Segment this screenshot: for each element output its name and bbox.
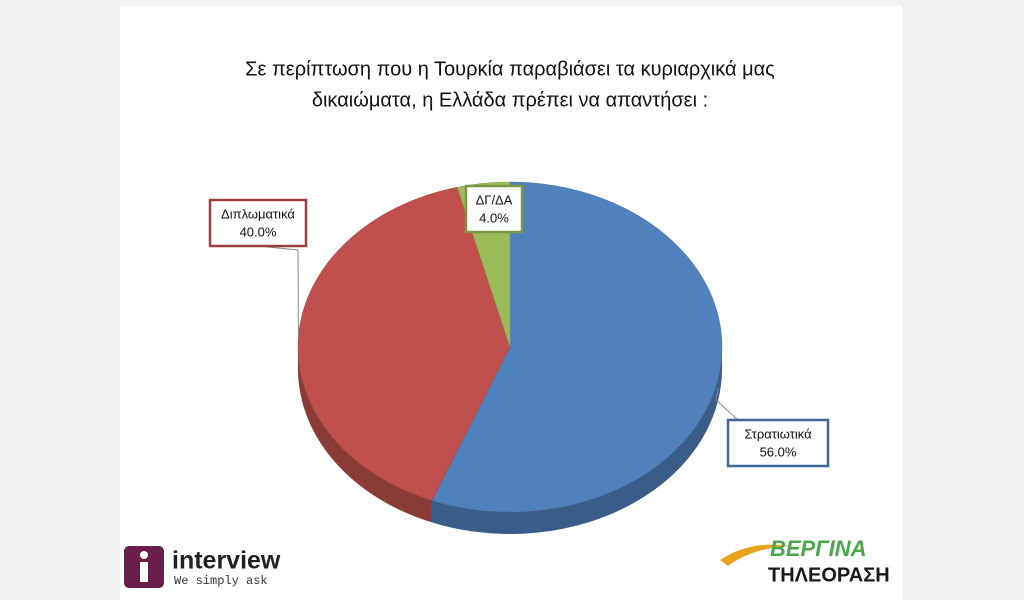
icon-stem (140, 562, 148, 582)
interview-logo: interview (172, 547, 281, 575)
category-label: ΔΓ/ΔΑ (476, 192, 513, 207)
value-label: 4.0% (479, 210, 509, 225)
category-label: Διπλωματικά (221, 206, 295, 221)
pie (297, 181, 723, 534)
slice-side (431, 347, 722, 534)
slice (297, 186, 511, 501)
label-box (208, 198, 308, 248)
vergina-logo: ΒΕΡΓΙΝΑ (770, 536, 867, 561)
label-box (464, 184, 524, 234)
chart-title: δικαιώματα, η Ελλάδα πρέπει να απαντήσει… (312, 89, 708, 111)
leader-line (715, 387, 719, 401)
chart-title: Σε περίπτωση που η Τουρκία παραβιάσει τα… (245, 58, 775, 80)
category-label: Στρατιωτικά (744, 426, 812, 441)
value-label: 56.0% (760, 444, 797, 459)
value-label: 40.0% (240, 224, 277, 239)
label-box (726, 418, 830, 468)
slice-side (298, 347, 432, 523)
vergina-swoosh (720, 544, 790, 566)
vergina-tagline: ΤΗΛΕΟΡΑΣΗ (768, 564, 890, 586)
labels: Στρατιωτικά 56.0% Διπλωματικά 40.0% ΔΓ/ΔΑ 4.0… (208, 183, 830, 468)
icon-dot (140, 551, 148, 559)
slice (431, 181, 723, 513)
interview-tagline: We simply ask (174, 574, 268, 588)
leader-line (715, 399, 739, 421)
